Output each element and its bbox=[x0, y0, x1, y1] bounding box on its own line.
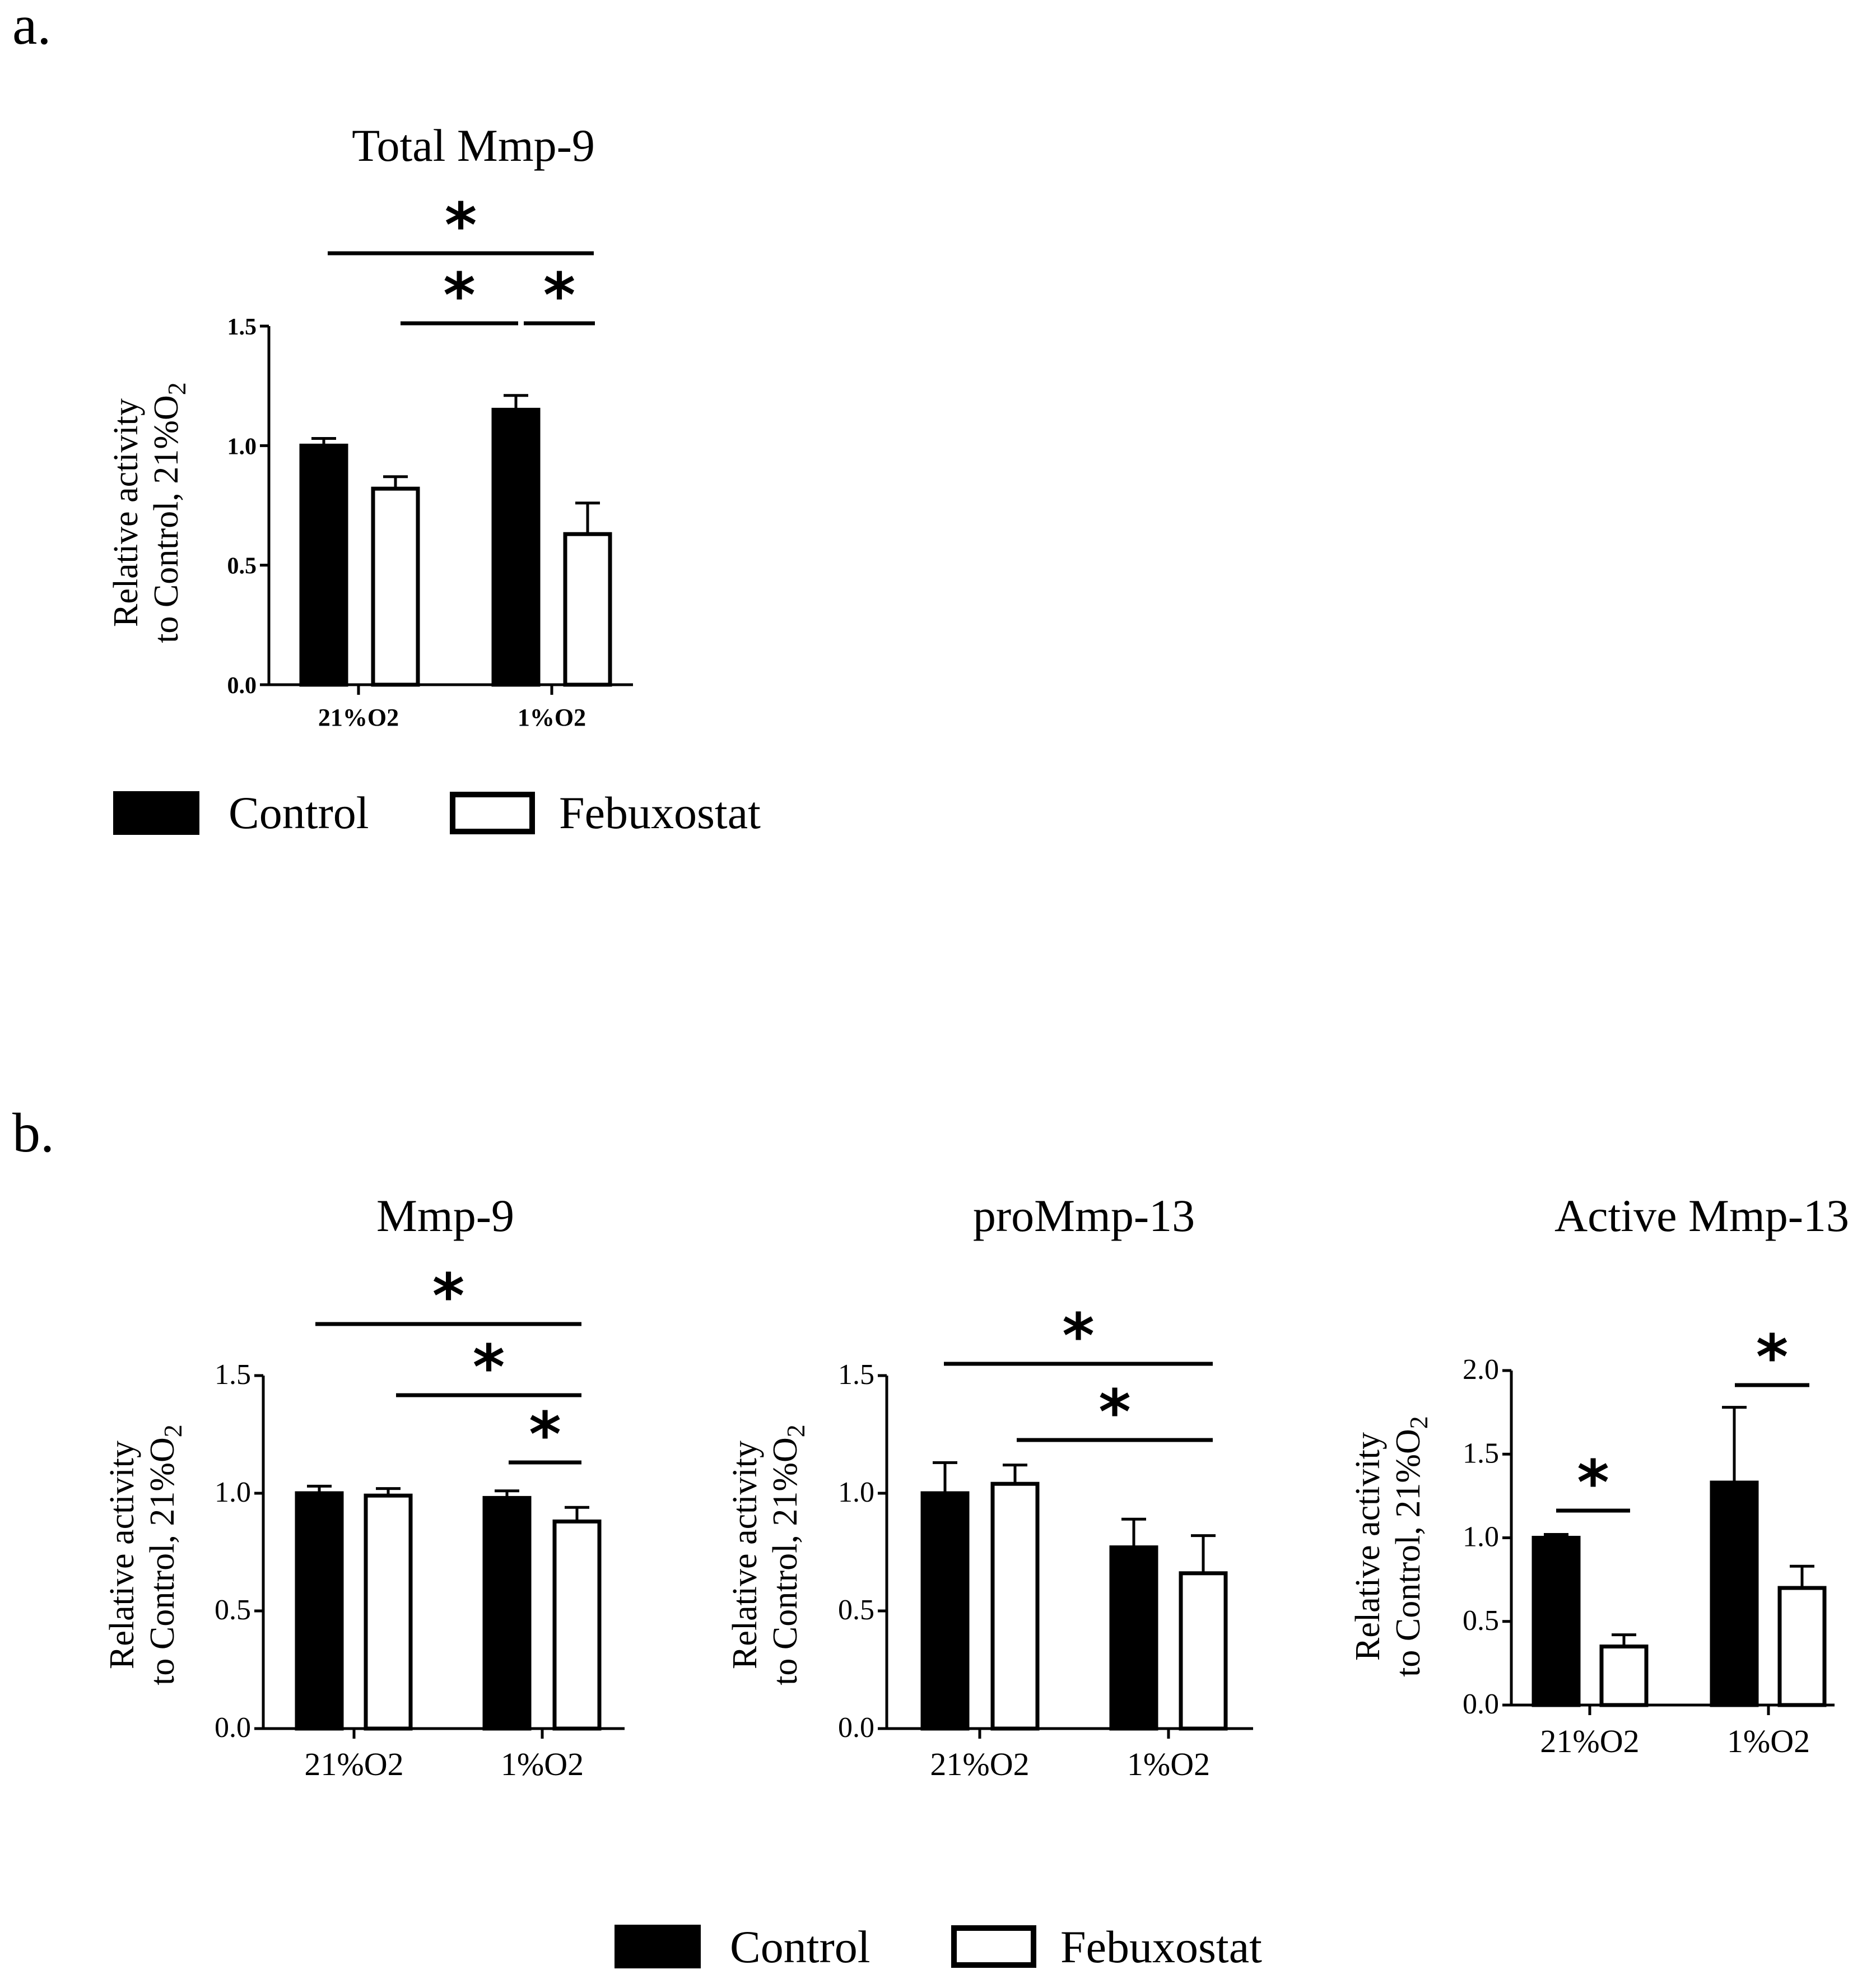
bar-febuxostat bbox=[1179, 1571, 1228, 1731]
significance-star: * bbox=[445, 189, 477, 261]
significance-star: * bbox=[443, 259, 476, 331]
x-tick-label: 21%O2 bbox=[304, 1746, 403, 1782]
significance-star: * bbox=[432, 1260, 465, 1332]
legend-b-febuxostat-swatch bbox=[951, 1925, 1036, 1968]
y-tick-label: 0.5 bbox=[1463, 1605, 1499, 1637]
x-tick-label: 1%O2 bbox=[1127, 1746, 1210, 1782]
x-tick-label: 21%O2 bbox=[930, 1746, 1029, 1782]
y-tick-label: 0.0 bbox=[227, 673, 257, 699]
chart-3: Active Mmp-13 Relative activityto Control… bbox=[1349, 1190, 1849, 1759]
y-axis-label: Relative activityto Control, 21%O2 bbox=[1349, 1416, 1433, 1677]
legend-a: Control Febuxostat bbox=[113, 787, 761, 838]
bar-control bbox=[295, 1491, 344, 1731]
y-tick-label: 1.5 bbox=[215, 1359, 251, 1391]
legend-b-febuxostat-label: Febuxostat bbox=[1060, 1921, 1262, 1972]
y-tick-label: 0.5 bbox=[215, 1594, 251, 1626]
y-tick-label: 1.0 bbox=[227, 434, 257, 459]
bar-control bbox=[299, 443, 348, 687]
legend-b-control-label: Control bbox=[730, 1921, 871, 1972]
bar-control bbox=[920, 1491, 970, 1731]
legend-a-febuxostat-label: Febuxostat bbox=[559, 787, 761, 838]
legend-a-control-label: Control bbox=[229, 787, 369, 838]
legend-b-control-swatch bbox=[615, 1925, 701, 1968]
y-tick-label: 0.5 bbox=[838, 1594, 874, 1626]
y-tick-label: 1.5 bbox=[1463, 1437, 1499, 1469]
bar-febuxostat bbox=[552, 1519, 602, 1731]
bar-febuxostat bbox=[1599, 1645, 1649, 1707]
panel-label-b: b. bbox=[12, 1102, 54, 1164]
legend-a-febuxostat-swatch bbox=[450, 792, 535, 834]
chart-1: Mmp-9 Relative activityto Control, 21%O2 0… bbox=[103, 1190, 625, 1782]
y-tick-label: 1.0 bbox=[1463, 1521, 1499, 1553]
bar-control bbox=[482, 1495, 532, 1731]
legend-a-control-swatch bbox=[113, 791, 199, 835]
bar-febuxostat bbox=[563, 532, 612, 687]
y-tick-label: 1.5 bbox=[227, 314, 257, 340]
y-axis-label: Relative activityto Control, 21%O2 bbox=[726, 1424, 810, 1685]
chart-title: proMmp-13 bbox=[973, 1190, 1195, 1241]
charts-layer: Total Mmp-9 Relative activityto Control, … bbox=[103, 120, 1849, 1782]
significance-star: * bbox=[543, 259, 576, 331]
bar-control bbox=[491, 407, 541, 687]
y-tick-label: 1.5 bbox=[838, 1359, 874, 1391]
y-tick-label: 0.0 bbox=[1463, 1688, 1499, 1720]
bar-control bbox=[1532, 1536, 1581, 1707]
bar-febuxostat bbox=[990, 1481, 1040, 1731]
legend-b: Control Febuxostat bbox=[615, 1921, 1262, 1972]
y-tick-label: 1.0 bbox=[838, 1476, 874, 1508]
significance-star: * bbox=[1577, 1447, 1609, 1518]
y-tick-label: 0.0 bbox=[838, 1712, 874, 1744]
significance-star: * bbox=[1756, 1321, 1789, 1393]
significance-star: * bbox=[529, 1399, 561, 1470]
y-tick-label: 1.0 bbox=[215, 1476, 251, 1508]
chart-title: Total Mmp-9 bbox=[352, 120, 595, 171]
bar-febuxostat bbox=[364, 1493, 413, 1731]
significance-star: * bbox=[473, 1331, 505, 1403]
significance-star: * bbox=[1098, 1376, 1131, 1448]
panel-label-a: a. bbox=[12, 0, 51, 56]
x-tick-label: 21%O2 bbox=[1540, 1723, 1639, 1759]
chart-title: Mmp-9 bbox=[376, 1190, 514, 1241]
x-tick-label: 21%O2 bbox=[318, 704, 399, 731]
y-tick-label: 0.5 bbox=[227, 554, 257, 579]
y-axis-label: Relative activityto Control, 21%O2 bbox=[107, 382, 191, 643]
chart-title: Active Mmp-13 bbox=[1554, 1190, 1849, 1241]
significance-star: * bbox=[1062, 1300, 1095, 1372]
x-tick-label: 1%O2 bbox=[1727, 1723, 1810, 1759]
chart-0: Total Mmp-9 Relative activityto Control, … bbox=[107, 120, 633, 731]
y-axis-label: Relative activityto Control, 21%O2 bbox=[103, 1424, 187, 1685]
bar-febuxostat bbox=[1777, 1586, 1827, 1707]
y-tick-label: 0.0 bbox=[215, 1712, 251, 1744]
x-tick-label: 1%O2 bbox=[518, 704, 586, 731]
y-tick-label: 2.0 bbox=[1463, 1354, 1499, 1386]
bar-control bbox=[1710, 1480, 1759, 1707]
x-tick-label: 1%O2 bbox=[501, 1746, 584, 1782]
chart-2: proMmp-13 Relative activityto Control, 21… bbox=[726, 1190, 1253, 1782]
bar-febuxostat bbox=[371, 486, 420, 687]
bar-control bbox=[1109, 1545, 1158, 1731]
